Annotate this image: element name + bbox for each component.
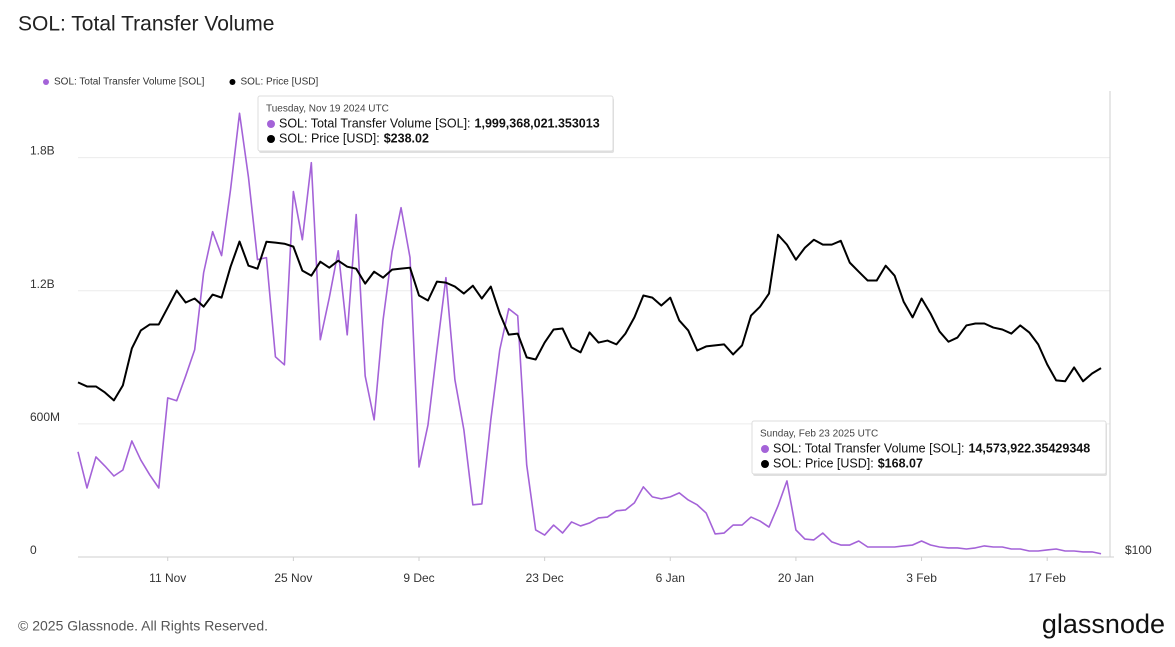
x-tick-label: 9 Dec	[403, 571, 434, 585]
y2-tick-label: $100	[1125, 543, 1152, 557]
tooltip-box	[257, 95, 614, 152]
chart-title: SOL: Total Transfer Volume	[18, 13, 274, 36]
tooltip-date: Tuesday, Nov 19 2024 UTC	[266, 104, 389, 115]
tooltip-swatch	[761, 460, 769, 468]
x-tick-label: 17 Feb	[1029, 571, 1067, 585]
y-tick-label: 600M	[30, 410, 60, 424]
tooltip-date: Sunday, Feb 23 2025 UTC	[760, 429, 878, 440]
y-tick-label: 1.8B	[30, 144, 55, 158]
tooltip-value: 14,573,922.35429348	[969, 441, 1091, 455]
x-tick-label: 3 Feb	[906, 571, 937, 585]
y-tick-label: 1.2B	[30, 277, 55, 291]
brand-logo: glassnode	[1042, 609, 1165, 639]
legend-swatch	[229, 79, 236, 85]
tooltip-box	[751, 420, 1107, 475]
x-tick-label: 23 Dec	[526, 571, 564, 585]
tooltip-label: SOL: Price [USD]:	[279, 131, 380, 145]
x-tick-label: 20 Jan	[778, 571, 814, 585]
legend-label: SOL: Price [USD]	[240, 77, 318, 88]
y-tick-label: 0	[30, 543, 37, 557]
series-line	[77, 112, 1102, 555]
tooltip-label: SOL: Total Transfer Volume [SOL]:	[773, 441, 965, 455]
tooltip-label: SOL: Total Transfer Volume [SOL]:	[279, 116, 471, 130]
footer: © 2025 Glassnode. All Rights Reserved.	[18, 618, 268, 634]
legend-label: SOL: Total Transfer Volume [SOL]	[54, 77, 205, 88]
tooltip-value: 1,999,368,021.353013	[475, 116, 600, 130]
tooltip-swatch	[267, 120, 275, 128]
x-tick-label: 6 Jan	[656, 571, 685, 585]
tooltip-value: $238.02	[384, 131, 429, 145]
x-tick-label: 11 Nov	[149, 571, 186, 585]
series-line	[77, 233, 1102, 402]
tooltip-swatch	[267, 135, 275, 143]
x-tick-label: 25 Nov	[274, 571, 312, 585]
tooltip-label: SOL: Price [USD]:	[773, 456, 874, 470]
tooltip-swatch	[761, 445, 769, 453]
tooltip-value: $168.07	[878, 456, 923, 470]
legend-swatch	[43, 79, 49, 85]
